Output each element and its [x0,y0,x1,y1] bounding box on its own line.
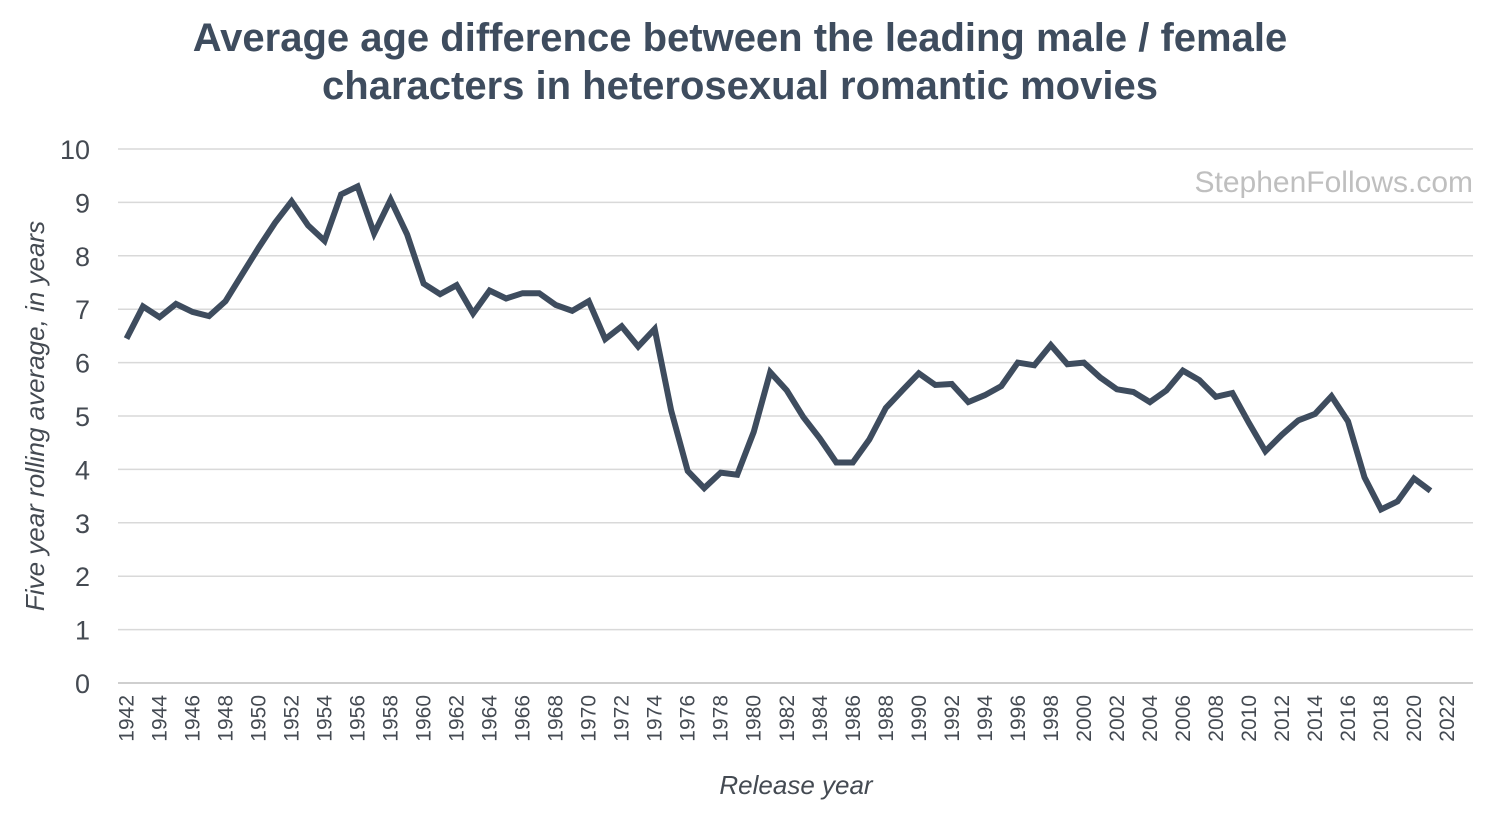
x-tick-label: 2016 [1337,695,1360,742]
x-tick-label: 2002 [1106,695,1129,742]
y-axis-ticks: 0 1 2 3 4 5 6 7 8 9 10 [60,135,90,699]
x-tick-label: 1982 [776,695,799,742]
x-tick-label: 1976 [677,695,700,742]
y-tick-label: 1 [75,616,90,646]
x-tick-label: 2000 [1073,695,1096,742]
y-tick-label: 3 [75,509,90,539]
x-tick-label: 1978 [710,695,733,742]
x-tick-label: 2014 [1304,695,1327,742]
x-tick-label: 1970 [578,695,601,742]
x-tick-label: 1946 [182,695,205,742]
x-tick-label: 1954 [314,695,337,742]
x-tick-label: 1962 [446,695,469,742]
x-tick-label: 1948 [215,695,238,742]
x-tick-label: 2004 [1139,695,1162,742]
x-tick-label: 1994 [974,695,997,742]
series-line-0 [123,182,1433,514]
x-tick-label: 2020 [1403,695,1426,742]
y-tick-label: 5 [75,402,90,432]
x-tick-label: 1986 [842,695,865,742]
x-tick-label: 1988 [875,695,898,742]
x-tick-label: 1958 [380,695,403,742]
chart-title: Average age difference between the leadi… [0,14,1480,110]
y-tick-label: 6 [75,349,90,379]
x-tick-label: 1980 [743,695,766,742]
x-tick-label: 1944 [149,695,172,742]
x-tick-label: 1964 [479,695,502,742]
y-tick-label: 7 [75,295,90,325]
x-tick-label: 2012 [1271,695,1294,742]
x-tick-label: 1942 [116,695,139,742]
x-tick-label: 1984 [809,695,832,742]
x-tick-label: 2006 [1172,695,1195,742]
x-tick-label: 1972 [611,695,634,742]
x-axis-label: Release year [719,770,874,800]
y-tick-label: 10 [60,135,90,165]
y-tick-label: 9 [75,188,90,218]
x-tick-label: 1960 [413,695,436,742]
chart-title-line-2: characters in heterosexual romantic movi… [322,64,1158,108]
x-tick-label: 1974 [644,695,667,742]
x-tick-label: 2010 [1238,695,1261,742]
x-tick-label: 1998 [1040,695,1063,742]
x-tick-label: 1950 [248,695,271,742]
x-tick-label: 1966 [512,695,535,742]
y-tick-label: 4 [75,455,90,485]
y-tick-label: 0 [75,669,90,699]
x-tick-label: 1968 [545,695,568,742]
x-axis-ticks: 1942 1944 1946 1948 1950 1952 1954 1956 1958 1960… [116,695,1460,742]
y-tick-label: 8 [75,242,90,272]
series-layer [123,182,1433,514]
gridlines [118,148,1473,684]
x-tick-label: 2022 [1436,695,1459,742]
x-tick-label: 2018 [1370,695,1393,742]
x-tick-label: 1990 [908,695,931,742]
x-tick-label: 2008 [1205,695,1228,742]
y-axis-label: Five year rolling average, in years [20,221,50,611]
x-tick-label: 1952 [281,695,304,742]
x-tick-label: 1992 [941,695,964,742]
y-tick-label: 2 [75,562,90,592]
watermark-text: StephenFollows.com [1195,166,1473,199]
x-tick-label: 1956 [347,695,370,742]
chart-title-line-1: Average age difference between the leadi… [192,16,1288,60]
x-tick-label: 1996 [1007,695,1030,742]
